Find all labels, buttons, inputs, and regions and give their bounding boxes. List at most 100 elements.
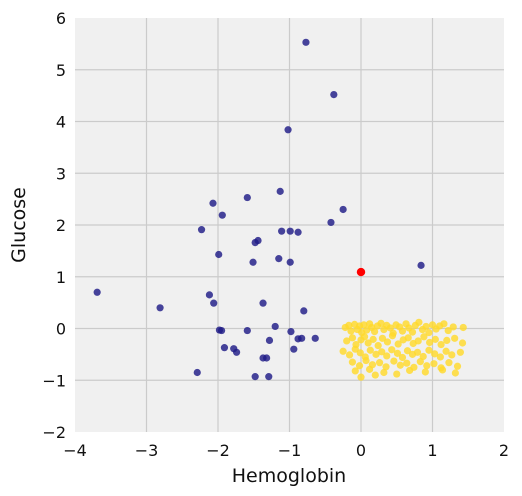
y-tick-label: 5 [56,61,66,80]
scatter-point [215,250,223,259]
scatter-point [377,319,385,327]
scatter-point [311,334,319,342]
scatter-point [459,323,467,332]
scatter-point [445,359,453,367]
scatter-point [443,336,451,345]
scatter-point [383,338,392,346]
scatter-point [286,258,294,266]
scatter-point [403,347,412,355]
scatter-point [404,334,412,342]
grid-lines [75,18,504,432]
scatter-point [372,350,380,358]
scatter-point [369,335,377,343]
scatter-point [243,326,251,335]
scatter-point [423,362,431,370]
scatter-point [415,318,423,326]
scatter-point [348,358,357,366]
scatter-point [458,339,467,347]
scatter-point [451,369,459,377]
x-tick-label: −3 [135,441,159,460]
scatter-point [393,370,401,378]
data-points [93,38,467,381]
scatter-point [364,339,372,347]
scatter-point [398,327,407,335]
scatter-point [438,366,447,374]
scatter-point [259,299,267,307]
scatter-point [393,349,402,357]
scatter-point [278,227,286,235]
scatter-point [276,187,284,195]
scatter-point [197,226,206,234]
scatter-point [440,320,448,328]
scatter-point [362,356,370,365]
scatter-point [265,373,273,381]
y-tick-label: 2 [56,216,66,235]
scatter-point [414,337,422,345]
scatter-point [371,371,379,379]
scatter-point [355,362,364,370]
scatter-point [284,126,292,134]
x-axis-label: Hemoglobin [232,465,346,487]
x-tick-label: −2 [206,441,230,460]
scatter-point [205,291,214,299]
scatter-point [426,338,434,347]
y-tick-label: −1 [42,371,66,390]
scatter-point [403,359,411,367]
scatter-point [298,334,306,342]
scatter-point [356,349,364,357]
x-tick-label: 1 [427,441,437,460]
scatter-point [218,211,226,219]
scatter-point [265,336,274,345]
scatter-point [263,354,271,362]
scatter-point [431,350,439,358]
scatter-point [351,367,359,375]
y-axis-label: Glucose [8,187,30,263]
x-tick-labels: −4 −3 −2 −1 0 1 2 [63,441,509,460]
scatter-point [437,340,445,349]
scatter-point [220,344,229,352]
scatter-point [343,337,351,345]
scatter-point [275,255,283,263]
scatter-point [209,199,217,207]
highlight-point [356,267,366,277]
scatter-point [442,347,450,355]
scatter-point [378,348,386,356]
scatter-point [378,334,387,342]
scatter-point [420,333,428,341]
y-tick-label: 4 [56,113,66,132]
scatter-point [388,332,397,340]
scatter-point [425,329,433,337]
scatter-point [374,341,382,350]
scatter-point [339,347,347,355]
scatter-point [300,307,308,315]
scatter-point [302,38,310,46]
y-tick-label: 0 [56,320,66,339]
scatter-point [408,328,417,336]
scatter-point [448,351,456,359]
scatter-point [396,361,404,369]
y-tick-label: 6 [56,9,66,28]
scatter-point [431,335,439,343]
y-tick-label: 1 [56,268,66,287]
scatter-point [417,261,425,269]
scatter-point [430,360,438,368]
scatter-point [251,238,259,247]
y-tick-label: 3 [56,164,66,183]
scatter-point [345,351,354,359]
scatter-point [290,345,298,353]
scatter-point [286,227,294,235]
scatter-point [232,348,241,356]
scatter-point [380,368,388,377]
scatter-point [156,304,164,312]
x-tick-label: −4 [63,441,87,460]
scatter-point [451,334,459,342]
scatter-point [339,205,347,214]
scatter-point [217,326,226,335]
scatter-point [406,366,414,375]
scatter-point [421,368,429,376]
scatter-point [366,346,374,354]
scatter-point [422,322,430,331]
y-tick-labels: −2 −1 0 1 2 3 4 5 6 [42,9,66,442]
scatter-point [193,368,201,377]
